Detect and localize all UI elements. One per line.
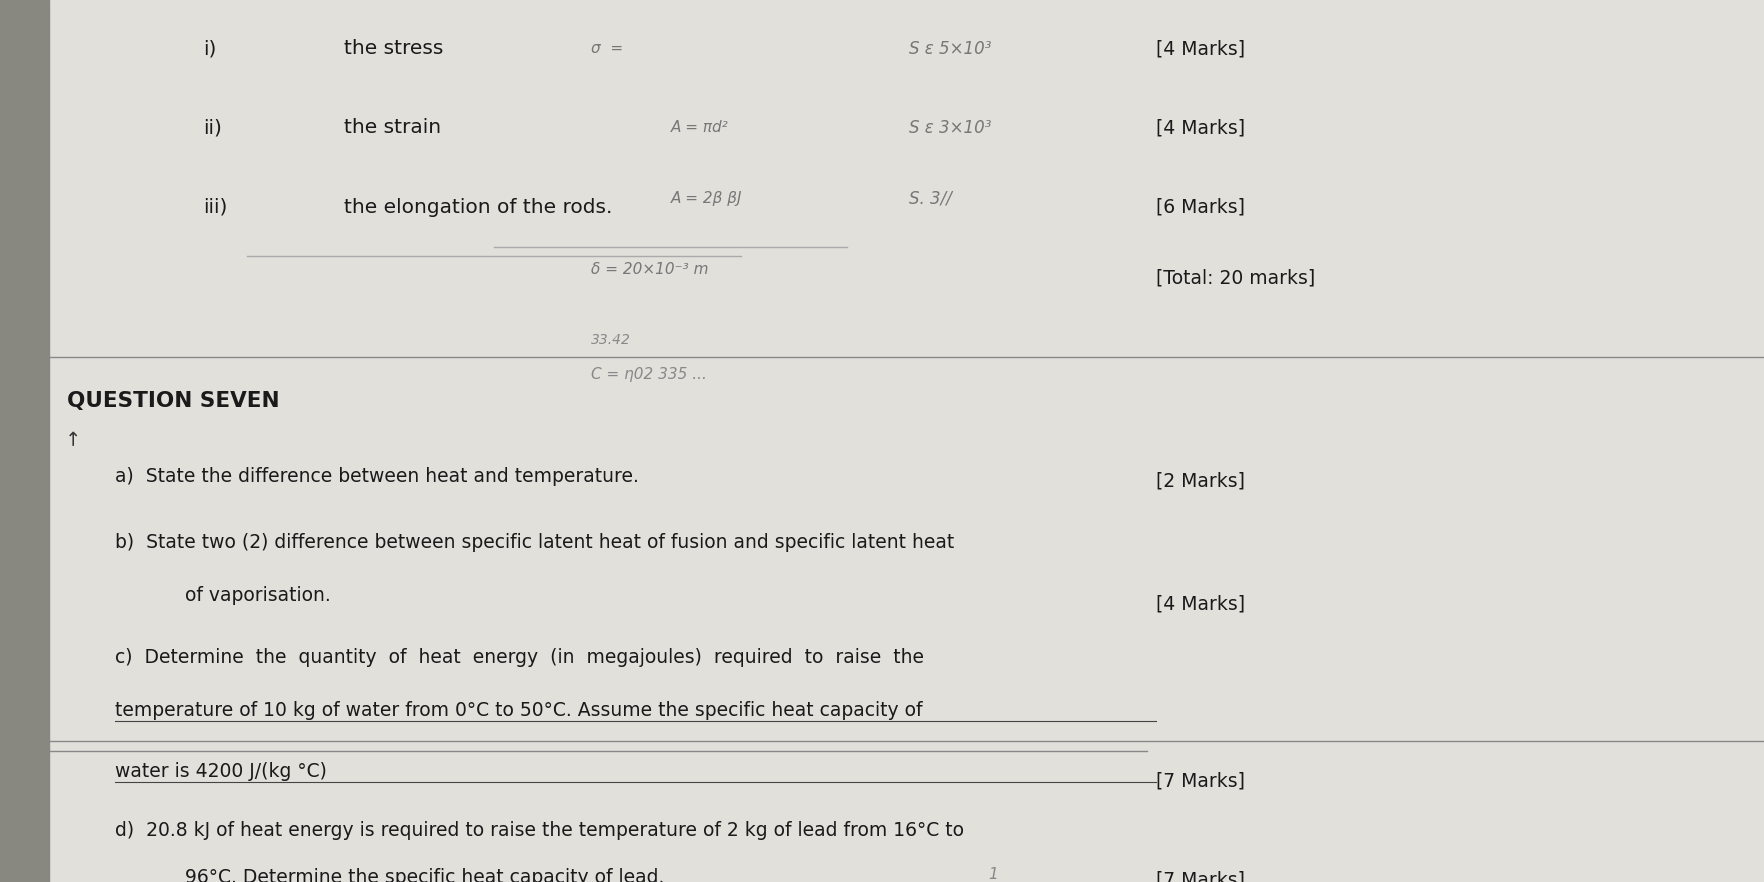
Text: c)  Determine  the  quantity  of  heat  energy  (in  megajoules)  required  to  : c) Determine the quantity of heat energy… [115, 647, 923, 667]
Text: QUESTION SEVEN: QUESTION SEVEN [67, 392, 279, 411]
Text: δ = 20×10⁻³ m: δ = 20×10⁻³ m [591, 261, 709, 277]
Text: [4 Marks]: [4 Marks] [1155, 118, 1244, 138]
Text: d)  20.8 kJ of heat energy is required to raise the temperature of 2 kg of lead : d) 20.8 kJ of heat energy is required to… [115, 821, 963, 841]
Text: [6 Marks]: [6 Marks] [1155, 198, 1244, 217]
Text: iii): iii) [203, 198, 228, 217]
Text: [4 Marks]: [4 Marks] [1155, 39, 1244, 58]
Text: the stress: the stress [344, 39, 443, 58]
Text: b)  State two (2) difference between specific latent heat of fusion and specific: b) State two (2) difference between spec… [115, 533, 953, 552]
Bar [0, 0, 49, 882]
Text: 1: 1 [988, 867, 998, 882]
Text: a)  State the difference between heat and temperature.: a) State the difference between heat and… [115, 467, 639, 486]
Text: σ  =: σ = [591, 41, 623, 56]
Text: →: → [65, 429, 83, 445]
Text: A = 2β βJ: A = 2β βJ [670, 191, 743, 206]
Text: S. 3//: S. 3// [908, 190, 951, 207]
Text: water is 4200 J/(kg °C): water is 4200 J/(kg °C) [115, 762, 326, 781]
Text: C = η02 335 ...: C = η02 335 ... [591, 367, 707, 383]
Text: [Total: 20 marks]: [Total: 20 marks] [1155, 268, 1314, 288]
Text: [7 Marks]: [7 Marks] [1155, 771, 1244, 790]
Text: 33.42: 33.42 [591, 333, 632, 347]
Text: of vaporisation.: of vaporisation. [185, 586, 332, 605]
Text: ii): ii) [203, 118, 222, 138]
Text: A = πd²: A = πd² [670, 120, 729, 136]
Text: 96°C. Determine the specific heat capacity of lead.: 96°C. Determine the specific heat capaci… [185, 868, 665, 882]
Text: [7 Marks]: [7 Marks] [1155, 871, 1244, 882]
Text: S ε 5×10³: S ε 5×10³ [908, 40, 991, 57]
Text: [2 Marks]: [2 Marks] [1155, 471, 1244, 490]
Text: S ε 3×10³: S ε 3×10³ [908, 119, 991, 137]
Text: [4 Marks]: [4 Marks] [1155, 594, 1244, 614]
Text: the elongation of the rods.: the elongation of the rods. [344, 198, 612, 217]
Text: the strain: the strain [344, 118, 441, 138]
Text: temperature of 10 kg of water from 0°C to 50°C. Assume the specific heat capacit: temperature of 10 kg of water from 0°C t… [115, 700, 923, 720]
Text: i): i) [203, 39, 217, 58]
